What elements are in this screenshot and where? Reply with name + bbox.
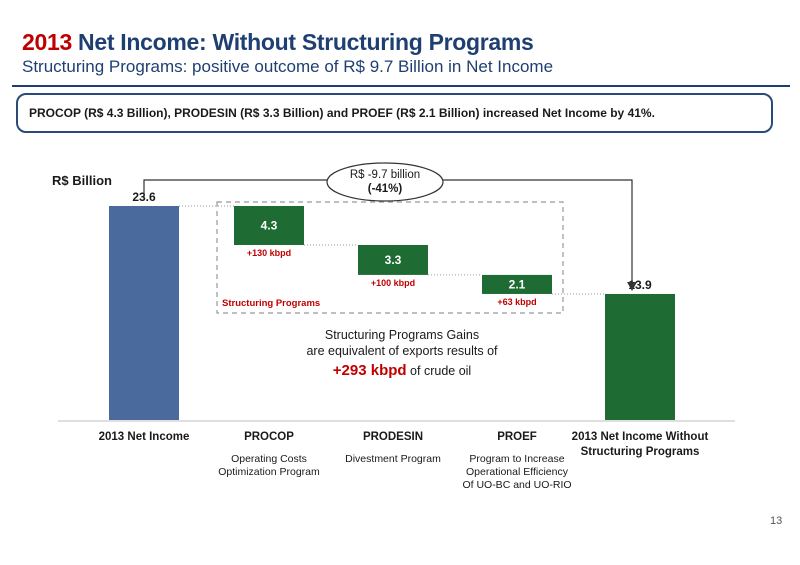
category-description: Operational Efficiency [466,466,569,478]
category-label: PROCOP [244,431,294,443]
summary-callout: PROCOP (R$ 4.3 Billion), PRODESIN (R$ 3.… [16,93,773,133]
gains-text-line3: +293 kbpd of crude oil [333,362,471,379]
category-description: Divestment Program [345,453,441,465]
category-description: Of UO-BC and UO-RIO [462,479,571,491]
waterfall-bar [482,274,552,294]
page-subtitle: Structuring Programs: positive outcome o… [22,57,554,76]
title-year: 2013 [22,29,72,55]
category-label: Structuring Programs [581,446,700,458]
y-unit-label: R$ Billion [52,173,112,188]
structuring-programs-box [216,201,564,314]
bar-value-label: 4.3 [261,218,278,232]
waterfall-bar [358,244,428,275]
kbpd-label: +130 kbpd [247,248,291,258]
variance-arrowhead [627,282,637,291]
header-divider [12,85,790,87]
page-title: 2013 Net Income: Without Structuring Pro… [22,29,553,56]
category-description: Operating Costs [231,453,307,465]
variance-amount: R$ -9.7 billion [350,169,420,181]
title-text: Net Income: Without Structuring Programs [71,29,534,55]
waterfall-bar [109,206,179,420]
category-label: PROEF [497,431,537,443]
gains-highlight-value: +293 kbpd [333,362,407,379]
kbpd-label: +100 kbpd [371,278,415,288]
category-label: 2013 Net Income [99,431,190,443]
gains-text-line1: Structuring Programs Gains [325,328,479,342]
gains-text-line2: are equivalent of exports results of [306,344,498,358]
category-description: Optimization Program [218,466,320,478]
variance-percent: (-41%) [368,183,403,195]
category-description: Program to Increase [469,453,564,465]
summary-callout-text: PROCOP (R$ 4.3 Billion), PRODESIN (R$ 3.… [29,106,655,120]
bar-value-label: 2.1 [509,277,526,291]
variance-bubble [326,162,444,202]
category-label: 2013 Net Income Without [572,431,709,443]
page-number: 13 [770,515,783,527]
waterfall-bar [605,293,675,420]
gains-tail: of crude oil [407,364,472,378]
structuring-programs-label: Structuring Programs [222,298,320,309]
kbpd-label: +63 kbpd [497,297,536,307]
waterfall-bar [234,206,304,245]
bar-value-label: 3.3 [385,253,402,267]
category-label: PRODESIN [363,431,423,443]
bar-value-label: 13.9 [628,278,652,292]
title-block: 2013 Net Income: Without Structuring Pro… [22,29,553,77]
